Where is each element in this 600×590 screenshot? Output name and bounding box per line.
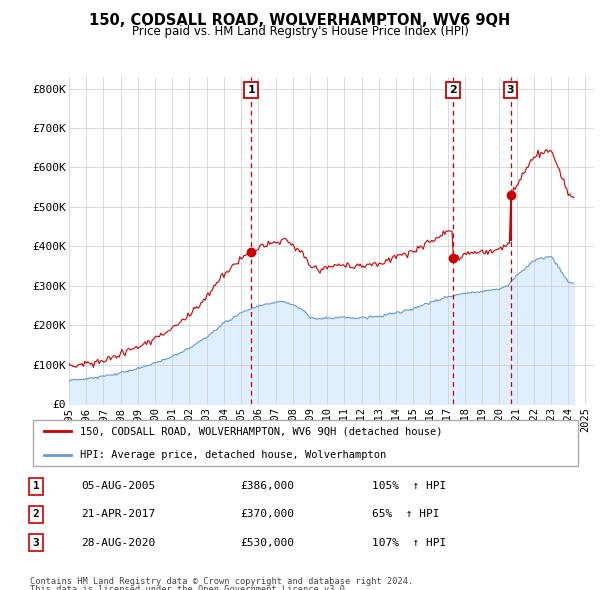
Text: 150, CODSALL ROAD, WOLVERHAMPTON, WV6 9QH: 150, CODSALL ROAD, WOLVERHAMPTON, WV6 9Q… [89,13,511,28]
Text: Contains HM Land Registry data © Crown copyright and database right 2024.: Contains HM Land Registry data © Crown c… [30,577,413,586]
Text: 3: 3 [32,538,40,548]
Text: 21-APR-2017: 21-APR-2017 [81,510,155,519]
Text: 2: 2 [32,510,40,519]
FancyBboxPatch shape [33,419,578,467]
Text: £386,000: £386,000 [240,481,294,491]
Text: HPI: Average price, detached house, Wolverhampton: HPI: Average price, detached house, Wolv… [80,450,386,460]
Text: 1: 1 [247,85,255,95]
Text: 3: 3 [507,85,514,95]
Text: £530,000: £530,000 [240,538,294,548]
Text: £370,000: £370,000 [240,510,294,519]
Text: 107%  ↑ HPI: 107% ↑ HPI [372,538,446,548]
Text: 28-AUG-2020: 28-AUG-2020 [81,538,155,548]
Text: 1: 1 [32,481,40,491]
Text: Price paid vs. HM Land Registry's House Price Index (HPI): Price paid vs. HM Land Registry's House … [131,25,469,38]
Text: 2: 2 [449,85,457,95]
Text: 05-AUG-2005: 05-AUG-2005 [81,481,155,491]
Text: 65%  ↑ HPI: 65% ↑ HPI [372,510,439,519]
Text: 105%  ↑ HPI: 105% ↑ HPI [372,481,446,491]
Text: 150, CODSALL ROAD, WOLVERHAMPTON, WV6 9QH (detached house): 150, CODSALL ROAD, WOLVERHAMPTON, WV6 9Q… [80,426,442,436]
Text: This data is licensed under the Open Government Licence v3.0.: This data is licensed under the Open Gov… [30,585,350,590]
